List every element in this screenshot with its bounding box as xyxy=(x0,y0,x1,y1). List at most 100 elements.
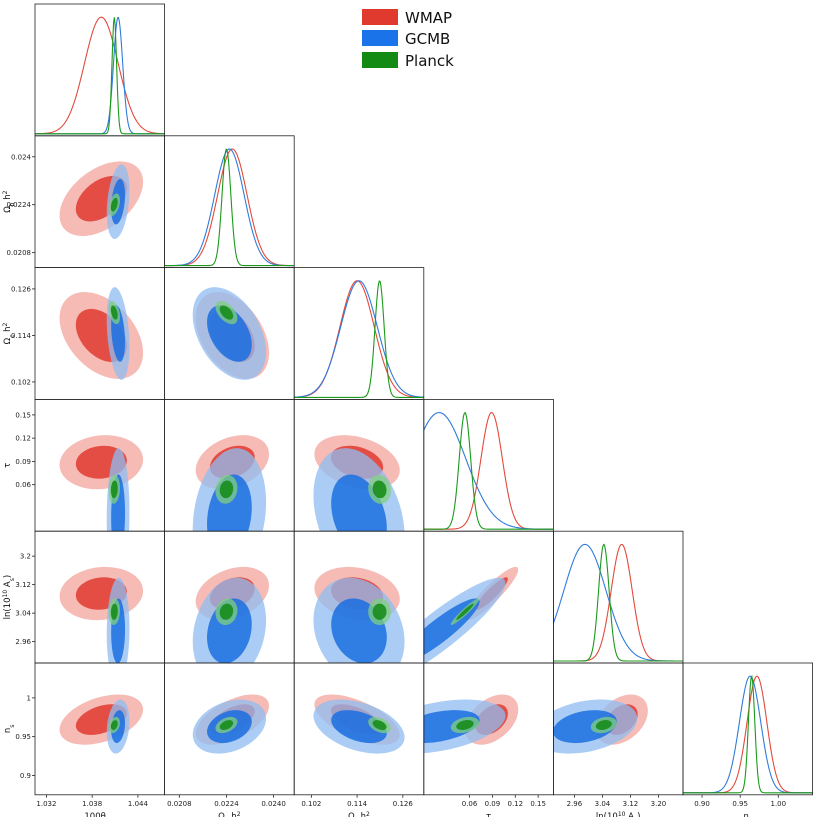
y-tick-label: 0.06 xyxy=(15,481,31,489)
y-tick-label: 0.15 xyxy=(15,411,31,419)
y-tick-label: 0.0208 xyxy=(7,249,32,257)
marginal-curve-gcmb xyxy=(553,543,683,662)
x-axis-label-omch2: Ωc h2 xyxy=(348,810,370,817)
legend-swatch-planck xyxy=(362,52,398,68)
x-tick-label: 0.15 xyxy=(530,800,546,808)
x-tick-label: 3.12 xyxy=(623,800,639,808)
y-axis-label-omch2: Ωc h2 xyxy=(2,322,16,344)
x-tick-label: 0.0240 xyxy=(261,800,286,808)
y-axis-label-logA: ln(1010 As) xyxy=(2,575,16,620)
legend-swatch-wmap xyxy=(362,9,398,25)
legend-label-wmap: WMAP xyxy=(405,9,452,27)
y-axis-label-ns: ns xyxy=(3,725,16,734)
x-tick-label: 0.0208 xyxy=(167,800,192,808)
panel-omch2-vs-ombh2 xyxy=(192,287,270,380)
x-tick-label: 0.102 xyxy=(301,800,321,808)
x-tick-label: 3.04 xyxy=(595,800,611,808)
panel-frame xyxy=(682,662,814,796)
contour-planck-68 xyxy=(219,720,234,730)
x-tick-label: 0.114 xyxy=(347,800,368,808)
panel-omch2-vs-theta xyxy=(59,287,144,380)
x-axis-label-ns: ns xyxy=(744,812,753,817)
marginal-logA xyxy=(553,543,683,662)
contour-planck-68 xyxy=(110,305,118,320)
y-tick-label: 0.0224 xyxy=(7,201,32,209)
marginal-curve-wmap xyxy=(35,16,165,135)
contour-planck-68 xyxy=(456,720,474,730)
x-tick-label: 0.95 xyxy=(732,800,748,808)
x-tick-label: 1.00 xyxy=(770,800,786,808)
x-tick-label: 0.0224 xyxy=(214,800,239,808)
panel-frame xyxy=(423,398,554,532)
legend: WMAP GCMB Planck xyxy=(362,9,454,70)
contour-planck-68 xyxy=(595,720,612,730)
contour-planck-68 xyxy=(110,197,118,212)
y-tick-label: 0.102 xyxy=(11,378,31,386)
marginal-curve-planck xyxy=(553,543,683,662)
contour-planck-68 xyxy=(219,603,234,620)
x-tick-label: 0.90 xyxy=(694,800,710,808)
x-axis-label-logA: ln(1010 As) xyxy=(596,810,641,817)
marginal-tau xyxy=(423,411,554,530)
y-tick-label: 3.2 xyxy=(20,553,31,561)
panel-ns-vs-ombh2 xyxy=(192,694,270,754)
panels-layer: 1.032 1.038 1.044 100θMC 0.0208 0.0224 0.0240 Ω… xyxy=(2,3,814,817)
x-tick-label: 0.06 xyxy=(462,800,478,808)
legend-label-gcmb: GCMB xyxy=(405,30,450,48)
marginal-curve-planck xyxy=(683,674,813,794)
x-tick-label: 1.044 xyxy=(128,800,149,808)
x-tick-label: 0.09 xyxy=(485,800,501,808)
y-tick-label: 0.114 xyxy=(11,332,32,340)
marginal-theta xyxy=(35,16,165,135)
panel-ns-vs-tau xyxy=(423,694,519,754)
contour-planck-68 xyxy=(110,720,118,730)
contour-planck-68 xyxy=(456,603,474,620)
x-axis-label-theta: 100θMC xyxy=(84,812,115,817)
x-tick-label: 1.038 xyxy=(82,800,102,808)
panel-tau-vs-ombh2 xyxy=(192,435,270,532)
y-tick-label: 1 xyxy=(27,694,31,702)
y-tick-label: 3.04 xyxy=(15,610,31,618)
y-tick-label: 0.024 xyxy=(11,153,32,161)
marginal-curve-planck xyxy=(423,411,554,530)
y-tick-label: 0.12 xyxy=(15,435,31,443)
x-tick-label: 0.12 xyxy=(507,800,523,808)
contour-planck-68 xyxy=(372,480,387,499)
y-tick-label: 0.126 xyxy=(11,285,32,293)
marginal-curve-gcmb xyxy=(164,148,295,267)
panel-frame xyxy=(164,135,295,269)
panel-logA-vs-ombh2 xyxy=(192,566,270,664)
marginal-curve-gcmb xyxy=(35,16,165,135)
x-tick-label: 3.20 xyxy=(651,800,667,808)
panel-frame xyxy=(34,3,166,137)
x-axis-label-tau: τ xyxy=(486,812,491,817)
contour-planck-68 xyxy=(219,480,234,499)
y-tick-label: 0.95 xyxy=(15,733,31,741)
marginal-curve-wmap xyxy=(423,412,554,530)
marginal-curve-wmap xyxy=(294,280,424,398)
marginal-ombh2 xyxy=(164,148,295,267)
marginal-curve-wmap xyxy=(164,148,295,267)
contour-planck-68 xyxy=(372,720,387,730)
legend-label-planck: Planck xyxy=(405,52,454,70)
marginal-ns xyxy=(683,674,813,794)
panel-frame xyxy=(293,267,425,400)
panel-ns-vs-omch2 xyxy=(313,694,405,754)
panel-ns-vs-logA xyxy=(553,694,648,754)
marginal-curve-planck xyxy=(164,148,295,267)
y-axis-label-tau: τ xyxy=(3,463,13,468)
y-tick-label: 2.96 xyxy=(15,638,31,646)
contour-planck-68 xyxy=(110,603,118,620)
panel-logA-vs-omch2 xyxy=(313,566,405,664)
y-tick-label: 0.09 xyxy=(15,458,31,466)
contour-planck-68 xyxy=(219,305,234,320)
panel-logA-vs-tau xyxy=(423,566,519,664)
y-tick-label: 0.9 xyxy=(20,772,31,780)
legend-swatch-gcmb xyxy=(362,30,398,46)
marginal-curve-planck xyxy=(294,280,424,398)
y-tick-label: 3.12 xyxy=(15,581,31,589)
contour-planck-68 xyxy=(110,480,118,499)
contour-gcmb-68 xyxy=(423,710,480,744)
y-axis-label-ombh2: Ωb h2 xyxy=(2,190,16,212)
